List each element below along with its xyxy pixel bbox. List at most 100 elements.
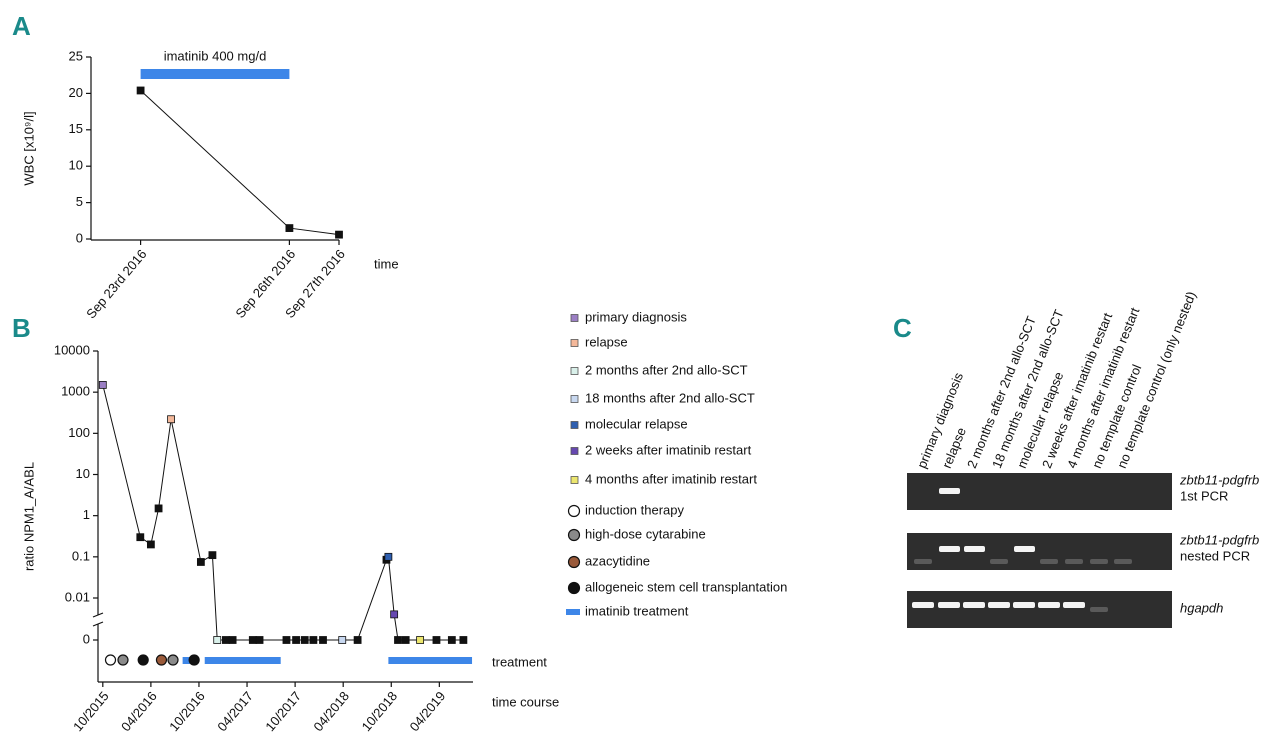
legend-marker <box>570 314 579 322</box>
data-point <box>447 636 456 644</box>
treatment-bar <box>140 69 290 79</box>
y-axis-title: ratio NPM1_A/ABL <box>21 462 36 571</box>
panel-label: C <box>893 313 912 343</box>
gel-gene: zbtb11-pdgfrb <box>1179 532 1259 547</box>
legend-marker <box>567 581 581 595</box>
x-tick-label: 04/2016 <box>118 688 160 734</box>
data-point <box>384 552 393 561</box>
treatment-bar <box>388 657 473 664</box>
data-point <box>146 540 155 549</box>
x-axis-title: time course <box>492 694 559 709</box>
y-tick-label: 1 <box>83 507 90 522</box>
treatment-row-title: treatment <box>492 654 547 669</box>
data-point <box>282 636 291 644</box>
legend-marker <box>570 447 579 455</box>
x-axis-title: time <box>374 256 399 271</box>
data-point <box>309 636 318 644</box>
data-point <box>98 381 107 389</box>
legend-marker <box>567 555 581 569</box>
y-axis-title: WBC [x10⁹/l] <box>21 111 36 185</box>
legend-label: 18 months after 2nd allo-SCT <box>585 390 755 405</box>
y-tick-label: 10 <box>76 466 90 481</box>
x-tick-label: Sep 23rd 2016 <box>83 246 149 321</box>
treatment-event <box>137 654 149 666</box>
data-point <box>390 610 399 619</box>
gel-label: 1st PCR <box>1180 488 1228 503</box>
legend-marker <box>570 395 579 403</box>
legend-marker <box>567 528 581 542</box>
y-tick-label: 0.01 <box>65 589 90 604</box>
legend-label: primary diagnosis <box>585 309 687 324</box>
treatment-bar <box>182 657 191 664</box>
data-point <box>213 636 222 644</box>
data-point <box>394 636 402 644</box>
y-tick-label: 1000 <box>61 384 90 399</box>
data-point <box>432 636 441 644</box>
y-tick-label: 20 <box>69 85 83 100</box>
data-point <box>255 636 264 644</box>
y-tick-label: 5 <box>76 194 83 209</box>
x-tick-label: 10/2015 <box>70 688 112 734</box>
legend-marker <box>570 339 579 347</box>
x-tick-label: 10/2017 <box>262 688 304 734</box>
legend-label: high-dose cytarabine <box>585 526 706 541</box>
treatment-bar <box>204 657 281 664</box>
data-point <box>300 636 309 644</box>
y-tick-label: 25 <box>69 48 83 63</box>
data-point <box>416 636 425 644</box>
data-point <box>154 504 163 513</box>
gel-row <box>907 591 1172 628</box>
legend-label: induction therapy <box>585 502 685 517</box>
panel-label: B <box>12 313 31 343</box>
data-point <box>335 230 343 239</box>
data-point <box>401 636 410 644</box>
series-line <box>140 90 340 236</box>
data-point <box>208 551 217 560</box>
data-point <box>353 636 362 644</box>
y-tick-label: 0.1 <box>72 548 90 563</box>
gel-gene: zbtb11-pdgfrb <box>1179 472 1259 487</box>
data-point <box>228 636 237 644</box>
gel-label: nested PCR <box>1180 548 1250 563</box>
gel-bands <box>912 488 1132 612</box>
series-line <box>102 384 464 641</box>
y-tick-label: 0 <box>76 230 83 245</box>
treatment-event <box>167 654 179 666</box>
data-point <box>338 636 347 644</box>
legend-label: allogeneic stem cell transplantation <box>585 579 787 594</box>
legend-label: 4 months after imatinib restart <box>585 471 757 486</box>
data-point <box>167 415 175 424</box>
data-point <box>136 86 145 95</box>
y-tick-label: 10 <box>69 158 83 173</box>
legend-marker <box>570 421 579 429</box>
data-point <box>319 636 327 644</box>
legend-label: molecular relapse <box>585 416 688 431</box>
y-tick-label: 10000 <box>54 342 90 357</box>
legend-label: 2 weeks after imatinib restart <box>585 442 752 457</box>
axis-break <box>92 621 104 627</box>
data-point <box>292 636 300 644</box>
x-tick-label: 04/2018 <box>310 688 352 734</box>
data-point <box>248 636 257 644</box>
legend-label: imatinib treatment <box>585 603 689 618</box>
axis-break <box>92 612 104 618</box>
treatment-event <box>188 654 200 666</box>
x-tick-label: 04/2019 <box>407 688 449 734</box>
legend-marker <box>566 609 580 615</box>
y-tick-label: 0 <box>83 631 90 646</box>
data-point <box>221 636 230 644</box>
x-tick-label: 04/2017 <box>214 688 256 734</box>
legend-label: 2 months after 2nd allo-SCT <box>585 362 748 377</box>
x-tick-label: 10/2016 <box>166 688 208 734</box>
legend-marker <box>567 504 581 518</box>
gel-gene: hgapdh <box>1180 600 1223 615</box>
y-tick-label: 100 <box>68 425 90 440</box>
legend-marker <box>570 367 579 375</box>
y-tick-label: 15 <box>69 121 83 136</box>
data-point <box>136 533 145 542</box>
x-tick-label: 10/2018 <box>358 688 400 734</box>
legend-marker <box>570 476 579 484</box>
treatment-label: imatinib 400 mg/d <box>164 48 267 63</box>
